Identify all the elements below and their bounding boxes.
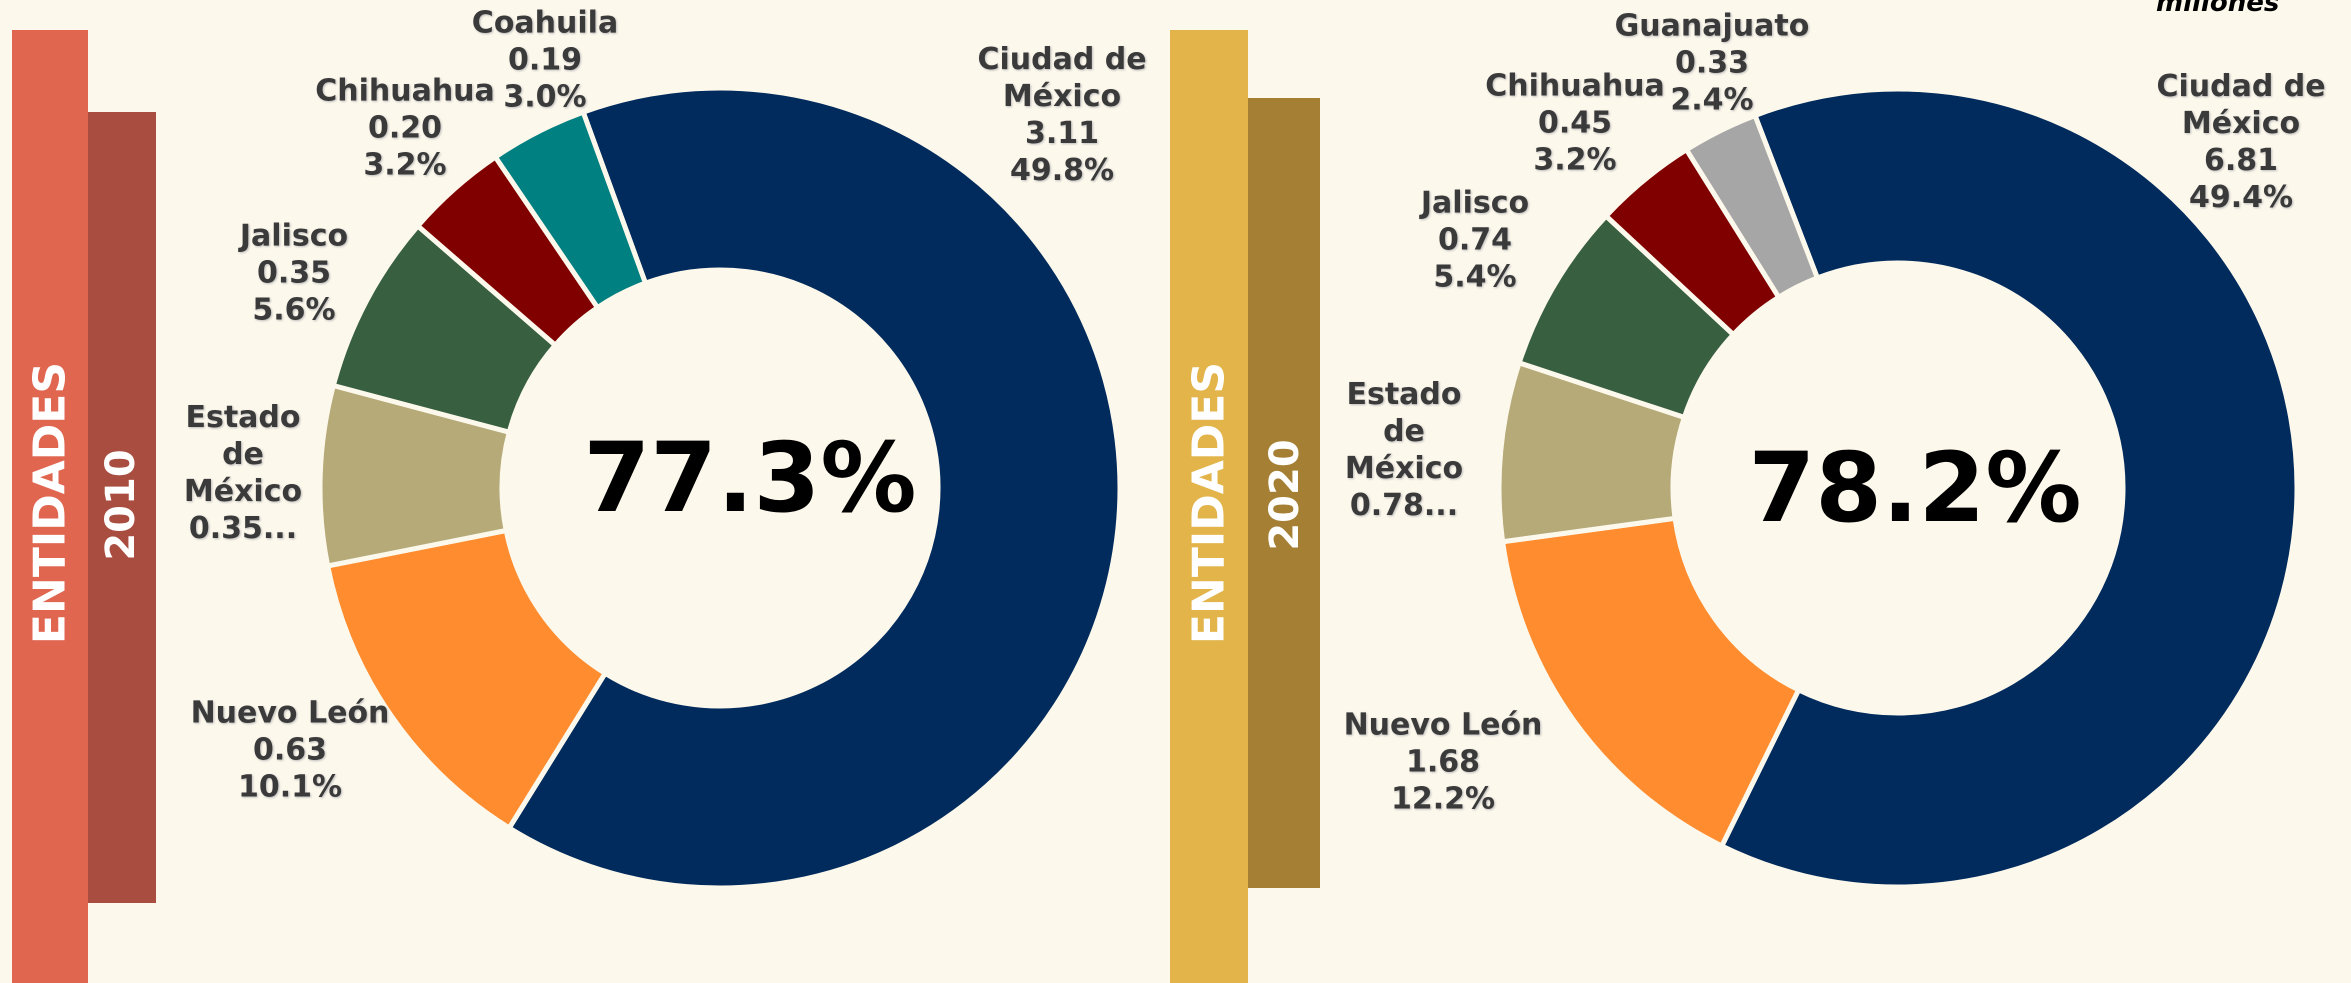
slice-label: Nuevo León 0.63 10.1% xyxy=(180,695,400,806)
value-label: 0.20 xyxy=(367,110,443,146)
donut-slice xyxy=(505,85,1123,891)
percent-label: 3.2% xyxy=(363,147,447,183)
side-label: ENTIDADES xyxy=(24,361,76,645)
percent-label: 49.4% xyxy=(2188,180,2294,215)
value-label: 0.33 xyxy=(1674,45,1750,81)
year-label: 2020 xyxy=(1262,439,1308,551)
year-label: 2010 xyxy=(98,449,144,561)
value-label: 3.11 xyxy=(1024,116,1100,151)
percent-label: 3.0% xyxy=(503,79,587,115)
units-label: millones xyxy=(2156,0,2280,18)
category-label: Chihuahua xyxy=(315,73,495,109)
donut-slice xyxy=(1683,112,1821,301)
category-label: Coahuila xyxy=(471,5,619,41)
value-label: 0.74 xyxy=(1437,222,1513,258)
value-label: 0.19 xyxy=(507,42,583,78)
category-label: Estado de México xyxy=(1344,377,1464,486)
center-label: 77.3% xyxy=(583,422,917,534)
center-label: 78.2% xyxy=(1748,432,2082,544)
slice-label: Nuevo León 1.68 12.2% xyxy=(1333,707,1553,818)
donut-slice xyxy=(491,108,649,312)
percent-label: 2.4% xyxy=(1670,82,1754,118)
year-band xyxy=(88,112,156,903)
percent-label: 3.2% xyxy=(1533,142,1617,178)
value-label: 0.63 xyxy=(252,732,328,768)
donut-slice xyxy=(324,527,609,832)
slice-label: Chihuahua 0.45 3.2% xyxy=(1480,68,1670,179)
donut-slice xyxy=(1499,515,1802,850)
percent-label: 12.2% xyxy=(1390,781,1496,817)
percent-label: 49.8% xyxy=(1009,153,1115,188)
value-label: 0.45 xyxy=(1537,105,1613,141)
slice-label: Ciudad de México 3.11 49.8% xyxy=(962,41,1162,189)
category-label: Estado de México xyxy=(183,400,303,509)
side-label: ENTIDADES xyxy=(1183,361,1235,645)
category-label: Ciudad de México xyxy=(2156,69,2326,141)
category-label: Jalisco xyxy=(1420,185,1530,221)
value-label: 1.68 xyxy=(1405,744,1481,780)
value-label: 0.78... xyxy=(1349,488,1459,523)
slice-label: Estado de México 0.78... xyxy=(1339,376,1469,524)
category-label: Guanajuato xyxy=(1614,8,1810,44)
category-label: Nuevo León xyxy=(190,695,390,731)
slice-label: Chihuahua 0.20 3.2% xyxy=(310,73,500,184)
category-label: Jalisco xyxy=(239,218,349,254)
slice-label: Jalisco 0.35 5.6% xyxy=(219,218,369,329)
category-label: Nuevo León xyxy=(1343,707,1543,743)
percent-label: 5.6% xyxy=(252,292,336,328)
slice-label: Estado de México 0.35... xyxy=(178,399,308,547)
slice-label: Ciudad de México 6.81 49.4% xyxy=(2141,68,2341,216)
slice-label: Guanajuato 0.33 2.4% xyxy=(1612,8,1812,119)
side-band xyxy=(12,30,88,983)
donut-slice xyxy=(1718,86,2300,890)
category-label: Chihuahua xyxy=(1485,68,1665,104)
year-band xyxy=(1248,98,1320,888)
category-label: Ciudad de México xyxy=(977,42,1147,114)
value-label: 0.35 xyxy=(256,255,332,291)
value-label: 6.81 xyxy=(2203,143,2279,178)
percent-label: 5.4% xyxy=(1433,259,1517,295)
side-band xyxy=(1170,30,1248,983)
slice-label: Jalisco 0.74 5.4% xyxy=(1400,185,1550,296)
slice-label: Coahuila 0.19 3.0% xyxy=(470,5,620,116)
percent-label: 10.1% xyxy=(237,769,343,805)
value-label: 0.35... xyxy=(188,511,298,546)
